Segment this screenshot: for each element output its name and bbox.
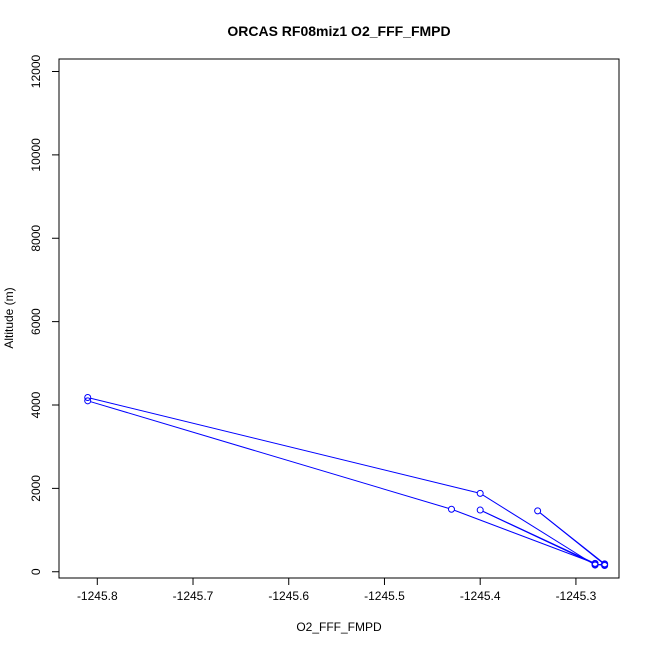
- data-point: [476, 489, 484, 497]
- y-tick-label: 6000: [29, 308, 43, 335]
- y-tick-label: 2000: [29, 475, 43, 502]
- x-axis-label: O2_FFF_FMPD: [296, 620, 382, 634]
- data-point: [591, 560, 599, 568]
- series-segment: [90, 401, 449, 509]
- data-point: [84, 397, 92, 405]
- data-point: [84, 393, 92, 401]
- y-axis: 0 2000 4000 6000 8000 10000 12000: [29, 54, 60, 575]
- y-axis-label: Altitude (m): [2, 287, 16, 348]
- data-point: [534, 507, 542, 515]
- series-segment: [539, 512, 603, 563]
- x-tick-label: -1245.5: [364, 589, 405, 603]
- series-points: [84, 393, 609, 569]
- y-tick-label: 8000: [29, 225, 43, 252]
- x-tick-label: -1245.4: [460, 589, 501, 603]
- y-tick-label: 10000: [29, 138, 43, 172]
- data-point: [447, 505, 455, 513]
- y-tick-label: 0: [29, 568, 43, 575]
- y-tick-label: 4000: [29, 391, 43, 418]
- series-segment: [482, 510, 593, 564]
- series-segment: [482, 494, 593, 564]
- chart-title: ORCAS RF08miz1 O2_FFF_FMPD: [227, 23, 450, 39]
- series-lines: [90, 397, 603, 566]
- x-axis: -1245.8 -1245.7 -1245.6 -1245.5 -1245.4 -1245…: [77, 577, 597, 603]
- y-tick-label: 12000: [29, 54, 43, 88]
- data-point: [601, 561, 609, 569]
- series-segment: [454, 509, 593, 563]
- series-segment: [90, 397, 478, 494]
- x-tick-label: -1245.6: [268, 589, 309, 603]
- x-tick-label: -1245.7: [173, 589, 214, 603]
- x-tick-label: -1245.8: [77, 589, 118, 603]
- data-point: [476, 506, 484, 514]
- x-tick-label: -1245.3: [556, 589, 597, 603]
